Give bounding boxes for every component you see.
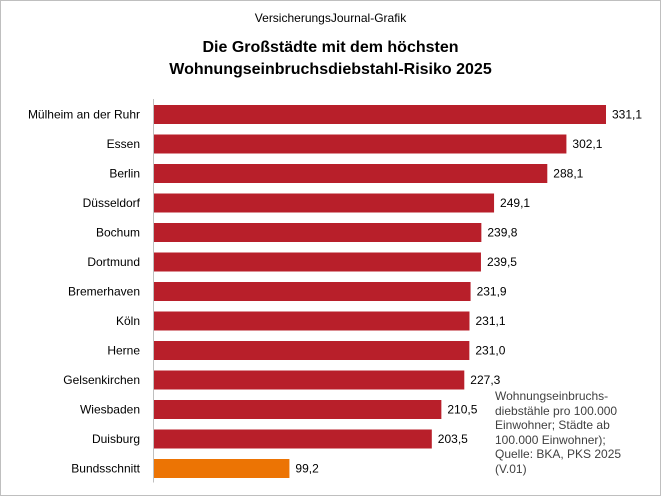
bar [154,341,470,360]
category-label: Düsseldorf [83,196,141,210]
category-label: Duisburg [92,432,140,446]
data-label: 302,1 [572,137,602,151]
bar [154,400,442,419]
category-label: Bremerhaven [68,285,140,299]
data-label: 231,9 [477,285,507,299]
category-label: Essen [107,137,140,151]
data-label: 331,1 [612,108,642,122]
bar [154,370,465,390]
data-label: 239,8 [487,226,517,240]
category-label: Berlin [109,167,140,181]
bar [154,459,290,478]
data-label: 231,1 [475,314,505,328]
category-label: Köln [116,314,140,328]
category-label: Wiesbaden [80,403,140,417]
bar [154,164,548,183]
data-label: 227,3 [470,373,500,387]
bar [154,134,567,154]
data-label: 288,1 [553,167,583,181]
category-label: Bochum [96,226,140,240]
data-label: 249,1 [500,196,530,210]
bar [154,223,482,242]
bar [154,282,471,301]
data-label: 210,5 [447,403,477,417]
bar [154,252,481,272]
data-label: 203,5 [438,432,468,446]
data-label: 231,0 [475,344,505,358]
category-label: Herne [107,344,140,358]
bar [154,311,470,331]
source-note: Wohnungseinbruchs- diebstähle pro 100.00… [495,389,622,476]
data-label: 239,5 [487,255,517,269]
bar [154,105,606,124]
category-label: Bundsschnitt [71,462,140,476]
chart-title: Die Großstädte mit dem höchsten Wohnungs… [1,37,660,81]
chart-title-line-1: Die Großstädte mit dem höchsten [202,39,459,56]
brand-label: VersicherungsJournal-Grafik [254,11,407,25]
category-label: Mülheim an der Ruhr [28,108,140,122]
chart-title-line-2: Wohnungseinbruchsdiebstahl-Risiko 2025 [169,61,492,78]
bar [154,429,432,449]
bar [154,193,495,213]
plot-area: Mülheim an der Ruhr 331,1 Essen 302,1 Berlin… [28,105,642,478]
category-label: Gelsenkirchen [63,373,140,387]
category-label: Dortmund [87,255,140,269]
data-label: 99,2 [295,462,319,476]
